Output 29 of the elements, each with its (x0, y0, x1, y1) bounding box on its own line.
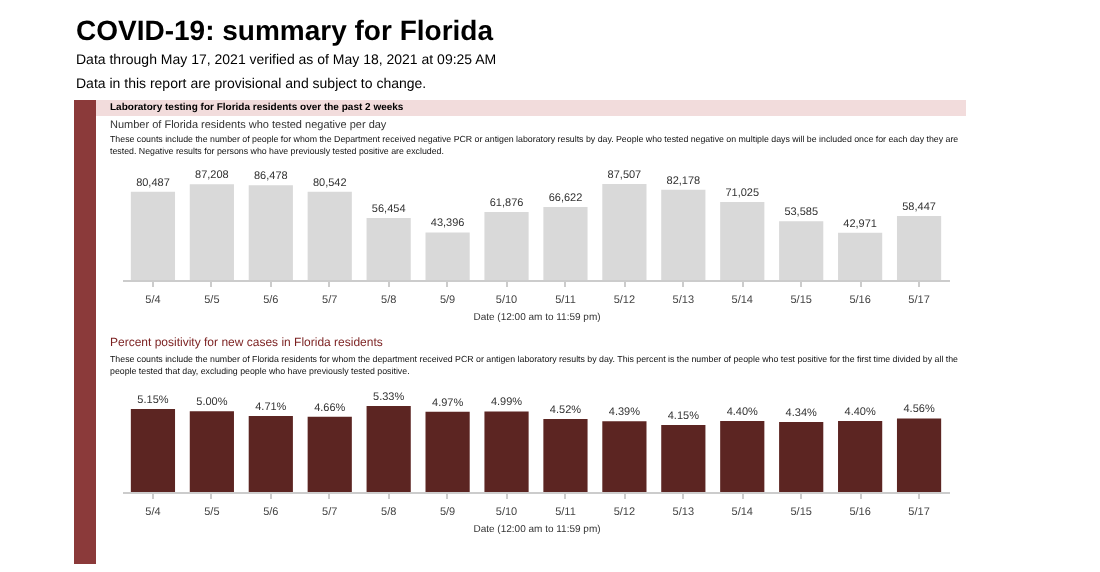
chart-title: COVID-19: summary for Florida (76, 14, 493, 46)
bar (543, 419, 588, 492)
bar (366, 218, 411, 280)
bar (189, 184, 234, 280)
bar (661, 189, 706, 280)
bar (189, 411, 234, 492)
bar (602, 421, 647, 492)
bar (543, 206, 588, 280)
bar (779, 421, 824, 492)
bar (248, 416, 293, 492)
bar (779, 221, 824, 280)
bar (425, 232, 470, 280)
bar (838, 232, 883, 280)
bar (661, 425, 706, 492)
bar (484, 212, 529, 280)
bar (484, 411, 529, 492)
bar (425, 411, 470, 492)
bar (307, 191, 352, 280)
bar (602, 184, 647, 280)
bar (838, 421, 883, 492)
bar (307, 416, 352, 492)
bar (130, 408, 176, 492)
bar (896, 215, 942, 280)
bar (896, 418, 942, 492)
bar (720, 421, 765, 492)
bar (248, 185, 293, 280)
bar (366, 406, 411, 492)
bar (720, 202, 765, 280)
bar (130, 191, 176, 280)
